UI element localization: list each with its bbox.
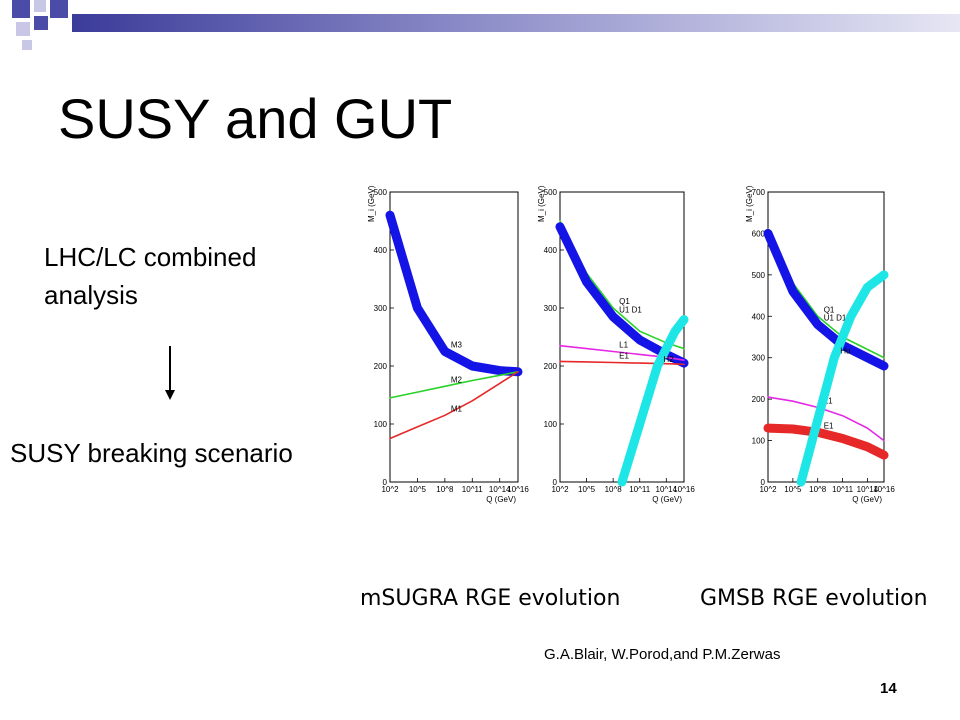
series-label: E1 bbox=[824, 421, 834, 430]
series-label: L1 bbox=[619, 341, 628, 350]
y-tick-label: 100 bbox=[374, 420, 388, 429]
series-line bbox=[763, 228, 889, 371]
series-label: U1 D1 bbox=[619, 306, 642, 315]
series-label: L1 bbox=[824, 396, 833, 405]
y-tick-label: 400 bbox=[544, 246, 558, 255]
caption-gmsb: GMSB RGE evolution bbox=[700, 586, 928, 611]
series-label: M1 bbox=[451, 404, 463, 413]
x-tick-label: 10^11 bbox=[629, 485, 651, 494]
x-tick-label: 10^5 bbox=[578, 485, 596, 494]
y-tick-label: 300 bbox=[544, 304, 558, 313]
series-label: U1 D1 bbox=[824, 314, 847, 323]
series-label: E1 bbox=[619, 352, 629, 361]
y-axis-label: M_i (GeV) bbox=[537, 185, 546, 222]
y-tick-label: 200 bbox=[374, 362, 388, 371]
y-tick-label: 300 bbox=[752, 354, 766, 363]
decor-square bbox=[22, 40, 32, 50]
x-tick-label: 10^2 bbox=[551, 485, 569, 494]
y-tick-label: 400 bbox=[374, 246, 388, 255]
series-label: Hu bbox=[840, 347, 850, 356]
series-label: Q1 bbox=[619, 297, 630, 306]
series-label: M2 bbox=[451, 375, 463, 384]
chart-frame bbox=[389, 191, 519, 483]
down-arrow-icon bbox=[165, 346, 175, 400]
series-line bbox=[559, 344, 685, 361]
x-tick-label: 10^14 bbox=[656, 485, 678, 494]
x-axis-label: Q (GeV) bbox=[486, 495, 516, 504]
page-number: 14 bbox=[880, 680, 897, 697]
header-gradient-bar bbox=[72, 14, 960, 32]
x-axis-label: Q (GeV) bbox=[652, 495, 682, 504]
x-tick-label: 10^8 bbox=[809, 485, 827, 494]
y-tick-label: 500 bbox=[752, 271, 766, 280]
x-tick-label: 10^5 bbox=[784, 485, 802, 494]
y-tick-label: 500 bbox=[544, 188, 558, 197]
x-tick-label: 10^8 bbox=[436, 485, 454, 494]
series-label: Q1 bbox=[824, 305, 835, 314]
x-axis-label: Q (GeV) bbox=[852, 495, 882, 504]
y-tick-label: 0 bbox=[553, 478, 558, 487]
y-axis-label: M_i (GeV) bbox=[745, 185, 754, 222]
y-tick-label: 200 bbox=[544, 362, 558, 371]
x-tick-label: 10^14 bbox=[857, 485, 879, 494]
y-tick-label: 500 bbox=[374, 188, 388, 197]
x-tick-label: 10^2 bbox=[381, 485, 399, 494]
y-tick-label: 300 bbox=[374, 304, 388, 313]
series-line bbox=[617, 315, 689, 487]
y-tick-label: 100 bbox=[544, 420, 558, 429]
slide-title: SUSY and GUT bbox=[58, 87, 453, 150]
decor-square bbox=[12, 0, 30, 18]
series-line bbox=[796, 270, 889, 487]
y-tick-label: 200 bbox=[752, 395, 766, 404]
credit-line: G.A.Blair, W.Porod,and P.M.Zerwas bbox=[544, 646, 781, 663]
x-tick-label: 10^2 bbox=[759, 485, 777, 494]
x-tick-label: 10^14 bbox=[489, 485, 511, 494]
series-line bbox=[389, 371, 519, 440]
series-line bbox=[767, 396, 885, 442]
y-tick-label: 600 bbox=[752, 229, 766, 238]
series-line bbox=[385, 210, 523, 377]
caption-msugra: mSUGRA RGE evolution bbox=[360, 586, 621, 611]
decor-square bbox=[50, 0, 68, 18]
x-tick-label: 10^16 bbox=[507, 485, 529, 494]
y-tick-label: 700 bbox=[752, 188, 766, 197]
y-tick-label: 100 bbox=[752, 437, 766, 446]
x-tick-label: 10^8 bbox=[605, 485, 623, 494]
chart-frame bbox=[559, 191, 685, 483]
series-label: M3 bbox=[451, 341, 463, 350]
x-tick-label: 10^16 bbox=[673, 485, 695, 494]
y-tick-label: 0 bbox=[383, 478, 388, 487]
series-label: H2 bbox=[663, 355, 674, 364]
analysis-label: LHC/LC combined analysis bbox=[44, 242, 257, 310]
x-tick-label: 10^11 bbox=[462, 485, 484, 494]
decor-square bbox=[34, 0, 46, 12]
y-axis-label: M_i (GeV) bbox=[367, 185, 376, 222]
chart-frame bbox=[767, 191, 885, 483]
series-line bbox=[555, 222, 689, 368]
scenario-label: SUSY breaking scenario bbox=[10, 438, 293, 468]
y-tick-label: 0 bbox=[761, 478, 766, 487]
decor-square bbox=[34, 16, 48, 30]
x-tick-label: 10^16 bbox=[873, 485, 895, 494]
x-tick-label: 10^5 bbox=[409, 485, 427, 494]
x-tick-label: 10^11 bbox=[832, 485, 854, 494]
y-tick-label: 400 bbox=[752, 312, 766, 321]
series-line bbox=[763, 423, 889, 460]
decor-square bbox=[16, 22, 30, 36]
series-line bbox=[559, 360, 685, 366]
series-line bbox=[389, 371, 519, 399]
